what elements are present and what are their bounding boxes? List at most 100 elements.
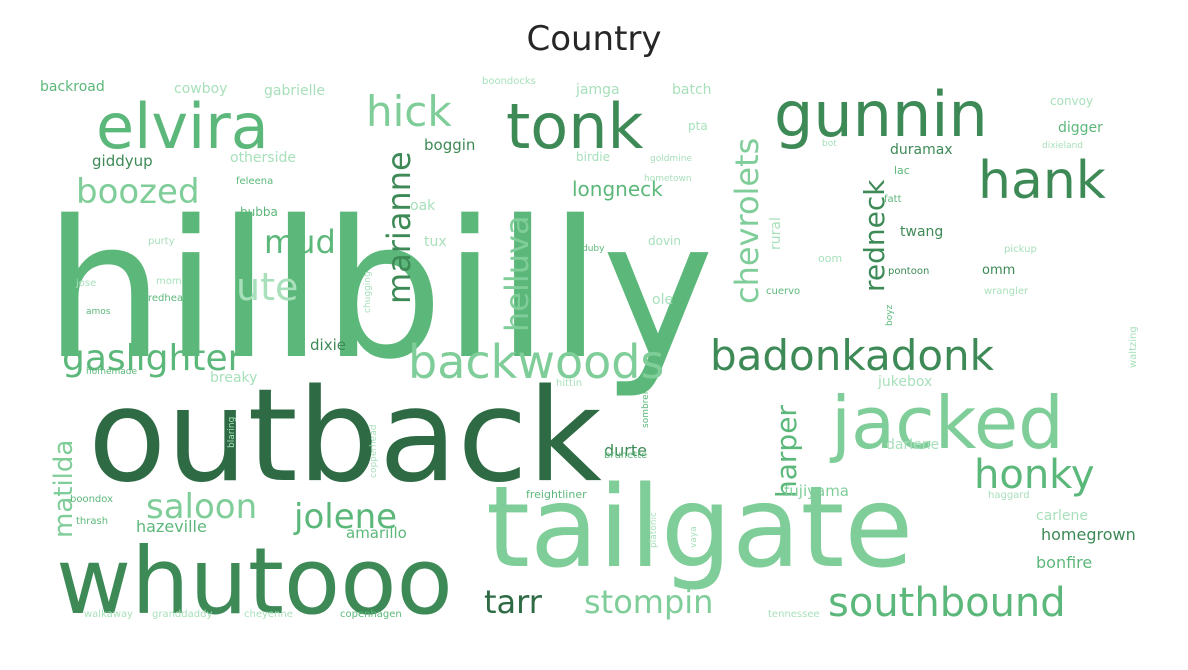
- cloud-word: homemade: [86, 367, 138, 377]
- cloud-word: jose: [75, 278, 96, 289]
- cloud-word: backwoods: [408, 335, 664, 389]
- cloud-word: gaslighter: [62, 338, 243, 379]
- cloud-word: redneck: [858, 179, 891, 292]
- cloud-word: tailgate: [486, 463, 913, 593]
- cloud-word: amos: [86, 307, 111, 317]
- cloud-word: thrash: [76, 516, 108, 527]
- cloud-word: stompin: [584, 583, 713, 621]
- cloud-word: boyz: [885, 304, 895, 326]
- cloud-word: tux: [424, 234, 447, 250]
- cloud-word: bubba: [240, 205, 278, 219]
- cloud-word: fujiyama: [784, 482, 849, 500]
- cloud-word: dixieland: [1042, 141, 1083, 151]
- cloud-word: redhead: [148, 293, 189, 304]
- cloud-word: ole: [652, 292, 673, 308]
- cloud-word: chugging: [363, 271, 373, 313]
- cloud-word: boondox: [70, 494, 113, 505]
- cloud-word: southbound: [828, 580, 1066, 626]
- cloud-word: platonic: [649, 512, 659, 548]
- cloud-word: freightliner: [526, 488, 587, 501]
- cloud-word: boondocks: [482, 76, 536, 87]
- cloud-word: tonk: [506, 90, 644, 163]
- cloud-word: boozed: [76, 172, 200, 212]
- cloud-word: hillbilly: [44, 180, 714, 401]
- cloud-word: marianne: [380, 151, 418, 304]
- cloud-word: mud: [264, 223, 336, 261]
- cloud-word: brunette: [604, 450, 647, 461]
- cloud-word: sombrero: [641, 385, 651, 428]
- cloud-word: oak: [410, 198, 436, 214]
- cloud-word: carlene: [1036, 508, 1088, 524]
- cloud-word: whutooo: [56, 528, 453, 628]
- cloud-word: cowboy: [174, 81, 227, 97]
- cloud-word: honky: [974, 452, 1095, 498]
- cloud-word: outback: [88, 362, 602, 511]
- cloud-word: bot: [822, 139, 837, 149]
- cloud-word: blaring: [227, 417, 237, 448]
- cloud-word: digger: [1058, 120, 1103, 136]
- cloud-word: ute: [236, 265, 298, 309]
- figure-title: Country: [526, 19, 662, 59]
- cloud-word: darlene: [886, 437, 939, 453]
- cloud-word: wrangler: [984, 286, 1029, 297]
- cloud-word: bonfire: [1036, 553, 1092, 572]
- cloud-word: backroad: [40, 79, 105, 95]
- cloud-word: cheyenne: [244, 609, 293, 620]
- cloud-word: jamga: [575, 82, 620, 98]
- cloud-word: hazeville: [136, 517, 207, 536]
- cloud-word: matilda: [49, 440, 79, 538]
- cloud-word: hittin: [556, 378, 582, 389]
- cloud-word: tennessee: [768, 609, 820, 620]
- cloud-word: dovin: [648, 234, 681, 248]
- cloud-word: pta: [688, 119, 708, 133]
- cloud-word: boggin: [424, 136, 475, 154]
- cloud-word: jolene: [293, 497, 397, 537]
- cloud-word: harper: [770, 405, 803, 498]
- cloud-word: gunnin: [774, 78, 988, 151]
- cloud-word: goldmine: [650, 154, 692, 164]
- cloud-word: granddaddy: [152, 609, 212, 620]
- cloud-word: dixie: [310, 336, 346, 354]
- cloud-word: omm: [982, 263, 1015, 278]
- cloud-word: walkaway: [84, 609, 133, 620]
- cloud-word: convoy: [1050, 94, 1093, 108]
- cloud-word: oom: [818, 252, 842, 265]
- cloud-word: copenhagen: [340, 609, 402, 620]
- cloud-word: elvira: [96, 90, 269, 163]
- cloud-word: jacked: [829, 381, 1064, 465]
- cloud-word: vaya: [689, 526, 699, 548]
- cloud-word: copperhead: [369, 425, 379, 478]
- cloud-word: jukebox: [877, 374, 932, 390]
- cloud-word: hick: [366, 87, 452, 136]
- cloud-word: waltzing: [1128, 326, 1139, 368]
- cloud-word: birdie: [576, 150, 610, 164]
- cloud-word: mom: [156, 276, 182, 287]
- cloud-word: homegrown: [1041, 525, 1136, 544]
- cloud-word: breaky: [210, 370, 257, 386]
- cloud-word: cuervo: [766, 286, 800, 297]
- cloud-word: pickup: [1004, 244, 1037, 255]
- cloud-word: purty: [148, 236, 175, 247]
- cloud-word: duby: [582, 244, 605, 254]
- cloud-word: rural: [768, 217, 784, 250]
- cloud-word: gabrielle: [264, 83, 325, 99]
- cloud-word: tarr: [484, 583, 543, 621]
- cloud-word: haggard: [988, 490, 1030, 501]
- cloud-word: chevrolets: [728, 138, 766, 304]
- cloud-word: amarillo: [346, 524, 407, 542]
- cloud-word: fatt: [884, 194, 902, 205]
- cloud-word: badonkadonk: [710, 331, 995, 380]
- cloud-word: durte: [604, 441, 647, 460]
- cloud-word: lac: [894, 164, 910, 177]
- cloud-word: hometown: [644, 174, 692, 184]
- cloud-word: helluva: [498, 215, 536, 332]
- cloud-word: pontoon: [888, 266, 929, 277]
- cloud-word: giddyup: [92, 152, 153, 170]
- cloud-word: hank: [978, 151, 1106, 211]
- cloud-word: duramax: [890, 142, 953, 158]
- cloud-word: saloon: [146, 487, 257, 527]
- cloud-word: batch: [672, 82, 712, 98]
- cloud-word: twang: [900, 224, 943, 240]
